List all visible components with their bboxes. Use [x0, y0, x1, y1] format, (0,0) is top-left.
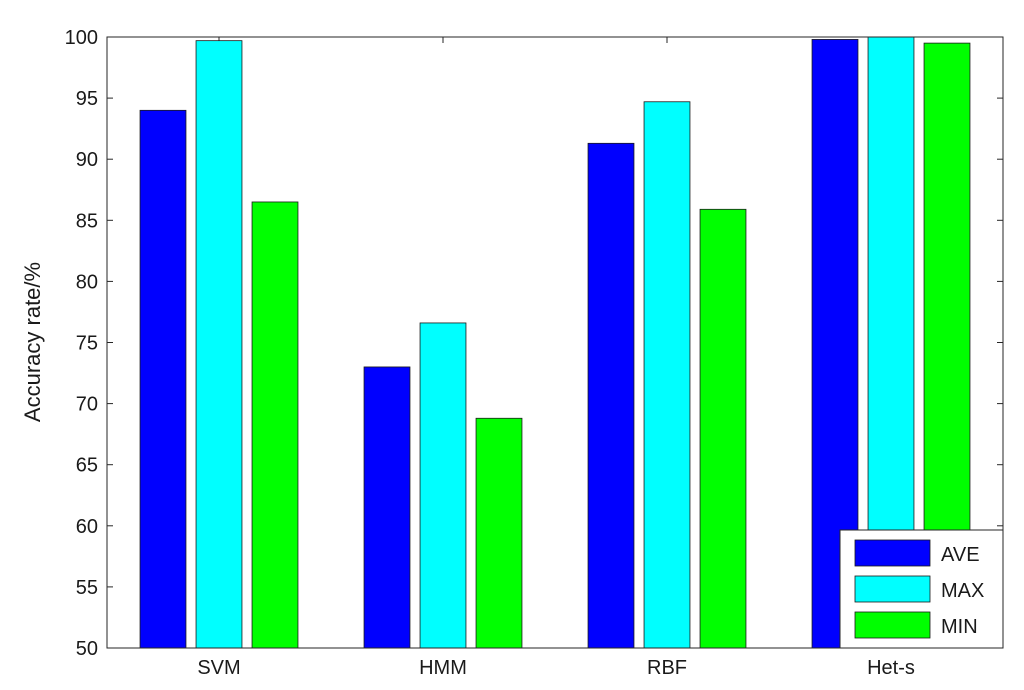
bar-min-rbf	[699, 208, 747, 649]
legend-label-ave: AVE	[941, 544, 980, 566]
y-tick-label: 95	[76, 88, 98, 110]
y-tick-label: 90	[76, 149, 98, 171]
y-tick-label: 75	[76, 333, 98, 355]
bar-ave-rbf	[587, 142, 635, 649]
bar-ave-hmm	[363, 366, 411, 649]
y-axis-ticks: 50 55 60 65 70 75 80 85 90 95 100	[65, 27, 1003, 660]
y-tick-label: 80	[76, 271, 98, 293]
y-tick-label: 55	[76, 577, 98, 599]
legend: AVE MAX MIN	[839, 529, 1004, 649]
y-axis-label: Accuracy rate/%	[20, 262, 45, 422]
y-tick-label: 65	[76, 455, 98, 477]
x-tick-label: SVM	[197, 657, 240, 679]
x-tick-label: RBF	[647, 657, 687, 679]
bar-min-svm	[251, 201, 299, 649]
y-tick-label: 60	[76, 516, 98, 538]
x-tick-label: Het-s	[867, 657, 915, 679]
legend-swatch-max	[854, 575, 931, 603]
x-tick-label: HMM	[419, 657, 467, 679]
bar-min-hmm	[475, 417, 523, 649]
bar-ave-het-s	[811, 39, 859, 649]
bar-ave-svm	[139, 109, 187, 649]
x-axis-ticks: SVM HMM RBF Het-s	[197, 37, 915, 679]
y-tick-label: 100	[65, 27, 98, 49]
legend-swatch-min	[854, 611, 931, 639]
y-tick-label: 50	[76, 638, 98, 660]
y-tick-label: 70	[76, 394, 98, 416]
bar-max-hmm	[419, 322, 467, 649]
legend-swatch-ave	[854, 539, 931, 567]
legend-label-max: MAX	[941, 580, 984, 602]
bar-max-svm	[195, 40, 243, 649]
bar-max-rbf	[643, 101, 691, 649]
plot-frame	[106, 36, 1004, 649]
legend-label-min: MIN	[941, 616, 978, 638]
y-tick-label: 85	[76, 210, 98, 232]
